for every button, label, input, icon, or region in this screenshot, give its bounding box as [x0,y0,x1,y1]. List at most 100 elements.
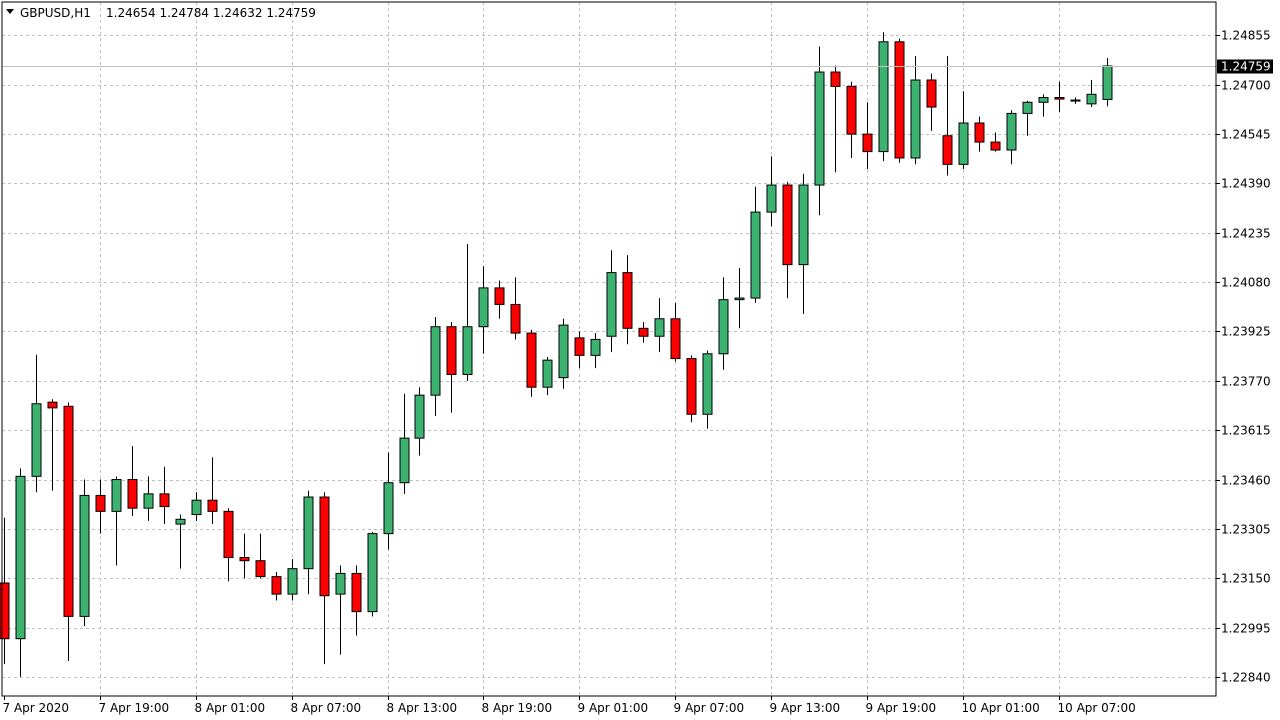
price-tag-bg [1217,59,1273,74]
candle-body [95,494,106,512]
candle-bear [990,132,1001,152]
candle-body [974,122,985,143]
candle-bear [942,56,953,176]
candle-bull [702,350,713,429]
y-axis: 1.24855 1.24700 1.24545 1.24390 1.24235 1.240… [1216,29,1271,685]
candle-bull [143,476,154,521]
candle-body [462,326,473,375]
x-tick-label: 7 Apr 2020 [3,701,70,715]
candle-body [63,405,74,617]
dropdown-triangle-icon[interactable] [6,9,14,14]
candle-body [207,499,218,512]
candle-bear [319,492,330,665]
candle-bear [47,399,58,491]
candle-body [111,479,122,512]
candles [0,32,1113,677]
candle-body [814,71,825,186]
x-tick-label: 10 Apr 07:00 [1058,701,1136,715]
candle-bull [590,333,601,369]
candle-body [47,401,58,409]
candle-bull [478,266,489,354]
candle-bear [670,302,681,362]
candle-bull [287,559,298,601]
candle-bear [894,38,905,163]
candle-bear [830,65,841,173]
symbol-label: GBPUSD,H1 [20,6,91,20]
candle-body [430,326,441,396]
candle-body [399,437,410,484]
candle-body [494,287,505,305]
candle-body [446,326,457,375]
candle-bear [127,446,138,517]
candle-body [590,338,601,356]
candle-body [542,359,553,388]
candle-body [255,560,266,578]
y-tick-label: 1.22840 [1221,671,1271,685]
candle-body [574,337,585,356]
x-tick-label: 8 Apr 01:00 [195,701,266,715]
candle-body [686,358,697,415]
candle-bear [622,255,633,345]
candle-body [223,510,234,559]
y-tick-label: 1.24700 [1221,79,1271,93]
chart-header[interactable]: GBPUSD,H1 1.24654 1.24784 1.24632 1.2475… [6,6,316,20]
candle-body [798,184,809,266]
candle-bear [1054,81,1065,112]
candle-bull [878,32,889,162]
candle-body [367,533,378,613]
candle-bull [31,354,42,493]
candle-body [830,71,841,87]
candle-body [654,318,665,337]
candle-bull [303,490,314,595]
candle-body [766,184,777,213]
candle-bear [782,181,793,299]
candle-bear [95,479,106,534]
candle-body [383,482,394,535]
y-tick-label: 1.23460 [1221,474,1271,488]
candle-bear [239,533,250,579]
candle-bear [686,355,697,423]
y-tick-label: 1.23925 [1221,325,1271,339]
x-axis: 7 Apr 2020 7 Apr 19:00 8 Apr 01:00 8 Apr 07… [3,696,1136,715]
candle-body [1054,97,1065,100]
candle-bull [734,267,745,329]
candle-body [15,475,26,640]
y-tick-label: 1.24545 [1221,128,1271,142]
candle-body [143,493,154,509]
x-tick-label: 8 Apr 13:00 [387,701,458,715]
x-tick-label: 9 Apr 13:00 [770,701,841,715]
candle-body [335,572,346,595]
candle-body [878,41,889,153]
candle-body [351,572,362,613]
candle-bull [718,277,729,370]
candle-body [478,287,489,328]
candle-bull [15,468,26,677]
candle-bull [399,393,410,494]
candle-body [414,394,425,439]
candle-body [191,499,202,516]
candle-bear [159,466,170,525]
candle-bear [223,508,234,582]
candle-bear [974,116,985,152]
candle-body [926,79,937,108]
candle-body [750,211,761,299]
candle-bull [1038,94,1049,117]
x-tick-label: 8 Apr 19:00 [482,701,553,715]
candle-bull [958,91,969,170]
candle-body [0,582,10,640]
y-tick-label: 1.23305 [1221,523,1271,537]
x-tick-label: 10 Apr 01:00 [962,701,1040,715]
candle-bear [446,321,457,413]
candle-bull [430,317,441,416]
y-tick-label: 1.24080 [1221,276,1271,290]
current-price-tag: 1.24759 [1217,59,1273,74]
candle-body [942,135,953,165]
candle-bull [750,186,761,303]
candle-bull [1086,79,1097,108]
y-tick-label: 1.23150 [1221,572,1271,586]
x-tick-label: 9 Apr 07:00 [674,701,745,715]
y-tick-label: 1.24235 [1221,227,1271,241]
candle-bull [1022,100,1033,136]
candle-bull [414,387,425,456]
